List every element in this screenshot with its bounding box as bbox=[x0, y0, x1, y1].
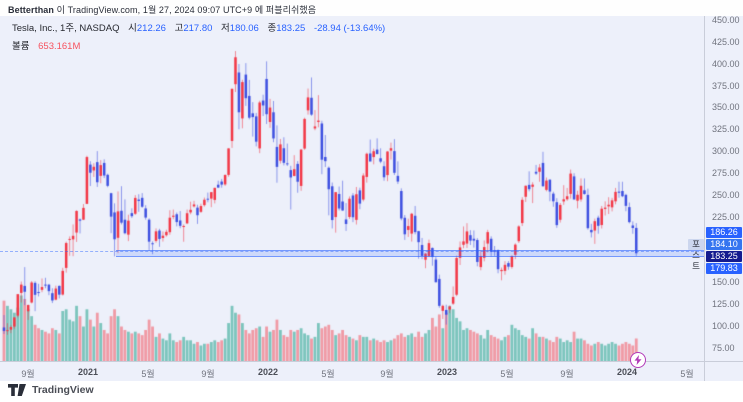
time-tick-label: 5월 bbox=[321, 369, 335, 379]
price-tick-label: 100.00 bbox=[712, 321, 740, 332]
price-axis[interactable]: 450.00 425.00 400.00 375.00 350.00 325.00 300.… bbox=[688, 15, 743, 381]
price-tick-label: 425.00 bbox=[712, 36, 740, 47]
high-label: 고 bbox=[174, 23, 184, 34]
price-tick-label: 325.00 bbox=[712, 124, 740, 135]
low-label: 저 bbox=[221, 23, 230, 34]
time-tick-label: 2024 bbox=[616, 367, 638, 377]
high-value: 217.80 bbox=[183, 23, 213, 34]
price-tick-label: 150.00 bbox=[712, 277, 740, 288]
close-label: 종 bbox=[267, 23, 277, 34]
chart-panel: Tesla, Inc., 1주, NASDAQ 시212.26 고217.80 … bbox=[0, 15, 743, 381]
time-tick-label: 9월 bbox=[560, 369, 574, 379]
price-range-zone[interactable] bbox=[116, 249, 704, 258]
price-tick-label: 275.00 bbox=[712, 168, 740, 179]
publish-bar: Betterthan 이 TradingView.com, 1월 27, 202… bbox=[0, 0, 743, 16]
brand-name: TradingView bbox=[32, 384, 94, 396]
price-tick-label: 375.00 bbox=[712, 80, 740, 91]
price-tick-label: 400.00 bbox=[712, 58, 740, 69]
price-tick-label: 225.00 bbox=[712, 211, 740, 222]
time-axis[interactable]: 9월 2021 5월 9월 2022 5월 9월 2023 5월 9월 2024 5월 bbox=[0, 362, 743, 381]
lightning-bolt-icon bbox=[634, 355, 642, 365]
last-price-line bbox=[0, 250, 704, 252]
price-tick-label: 300.00 bbox=[712, 146, 740, 157]
time-tick-label: 2022 bbox=[257, 367, 279, 377]
price-axis-separator bbox=[704, 16, 705, 381]
time-tick-label: 5월 bbox=[141, 369, 155, 379]
close-value: 183.25 bbox=[276, 23, 306, 34]
tradingview-logo bbox=[8, 384, 26, 396]
time-tick-label: 5월 bbox=[680, 369, 694, 379]
price-badge: 186.26 bbox=[706, 227, 742, 238]
price-badge: 179.83 bbox=[706, 263, 742, 274]
candlestick-chart[interactable] bbox=[0, 16, 704, 361]
time-tick-label: 9월 bbox=[201, 369, 215, 379]
open-label: 시 bbox=[128, 23, 137, 34]
time-tick-label: 9월 bbox=[380, 369, 394, 379]
time-tick-label: 9월 bbox=[21, 369, 35, 379]
symbol-legend: Tesla, Inc., 1주, NASDAQ 시212.26 고217.80 … bbox=[12, 20, 385, 52]
price-tick-label: 450.00 bbox=[712, 15, 740, 25]
idea-pin[interactable] bbox=[630, 352, 646, 368]
footer-bar: TradingView bbox=[0, 381, 743, 402]
time-tick-label: 2021 bbox=[77, 367, 99, 377]
author-name: Betterthan bbox=[8, 5, 55, 15]
time-tick-label: 2023 bbox=[436, 367, 458, 377]
price-tick-label: 350.00 bbox=[712, 102, 740, 113]
time-axis-separator bbox=[0, 361, 743, 362]
change-value: -28.94 (-13.64%) bbox=[313, 23, 386, 34]
post-market-tag: 포스트 bbox=[688, 239, 704, 271]
volume-label: 볼륨 bbox=[12, 41, 30, 52]
open-value: 212.26 bbox=[136, 23, 166, 34]
price-tick-label: 250.00 bbox=[712, 189, 740, 200]
time-tick-label: 5월 bbox=[500, 369, 514, 379]
low-value: 180.06 bbox=[229, 23, 259, 34]
price-badge: 183.25 bbox=[706, 251, 742, 262]
symbol-title: Tesla, Inc., 1주, NASDAQ bbox=[12, 23, 120, 34]
price-tick-label: 125.00 bbox=[712, 299, 740, 310]
publish-info: Betterthan 이 TradingView.com, 1월 27, 202… bbox=[8, 3, 316, 16]
publish-text: 이 TradingView.com, 1월 27, 2024 09:07 UTC… bbox=[56, 5, 317, 15]
price-tick-label: 75.00 bbox=[712, 343, 735, 353]
tradingview-brand[interactable]: TradingView bbox=[8, 384, 94, 396]
price-badge: 184.10 bbox=[706, 239, 742, 250]
volume-value: 653.161M bbox=[38, 41, 81, 52]
